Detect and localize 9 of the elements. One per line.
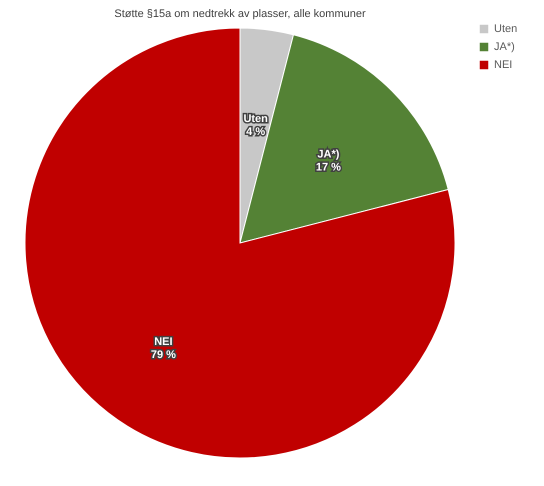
legend-label: JA*) — [494, 41, 515, 53]
legend-label: NEI — [494, 59, 512, 71]
slice-label: JA*) — [317, 148, 340, 161]
data-label: 79 % — [150, 348, 176, 361]
pie-slice — [24, 28, 456, 458]
slice-label: NEI — [154, 336, 173, 348]
data-label: 17 % — [316, 162, 342, 174]
chart-title: Støtte §15a om nedtrekk av plasser, alle kommuner — [114, 8, 366, 20]
legend-label: Uten — [494, 23, 518, 35]
